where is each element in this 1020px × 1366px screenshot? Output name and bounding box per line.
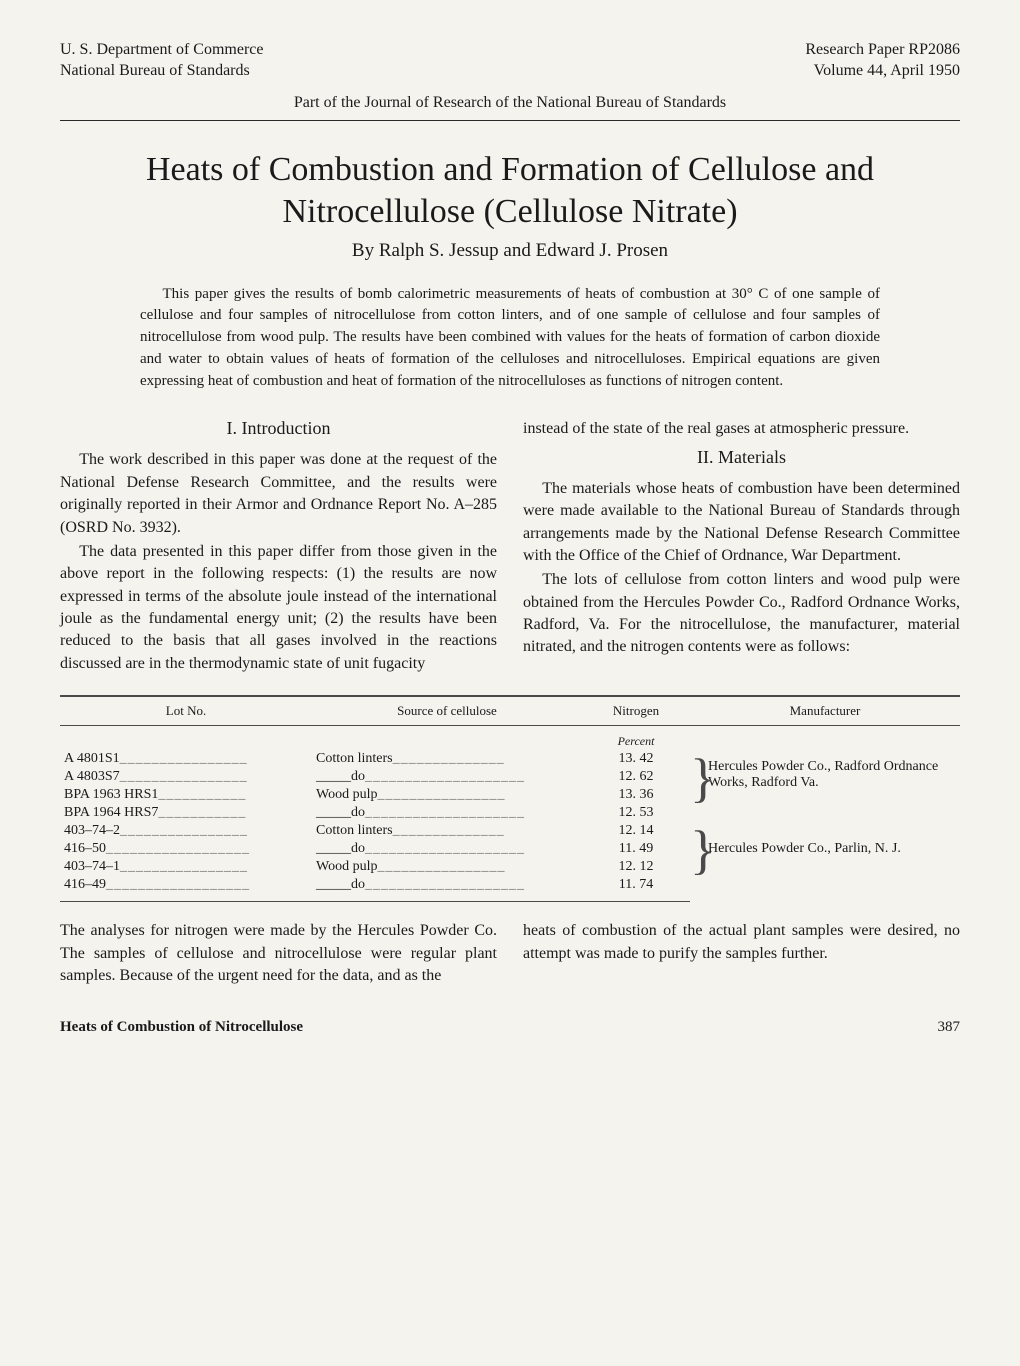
- source-cell: Cotton linters: [316, 751, 393, 766]
- leader-dots: ______________: [393, 823, 505, 838]
- leader-dots: ____________________: [365, 805, 525, 820]
- lot-number: A 4803S7: [64, 769, 120, 784]
- source-cell: _____do: [316, 841, 365, 856]
- lot-number: 416–50: [64, 841, 106, 856]
- left-column: I. Introduction The work described in th…: [60, 418, 497, 677]
- materials-body: The materials whose heats of combustion …: [523, 478, 960, 659]
- nitrogen-value: 13. 36: [582, 786, 690, 804]
- table-row: 403–74–2________________ Cotton linters_…: [60, 822, 960, 840]
- nitrogen-value: 11. 74: [582, 876, 690, 902]
- header-left: U. S. Department of Commerce National Bu…: [60, 40, 264, 82]
- nitrogen-value: 12. 14: [582, 822, 690, 840]
- abstract: This paper gives the results of bomb cal…: [140, 284, 880, 393]
- header-divider: [60, 120, 960, 121]
- lot-number: 416–49: [64, 877, 106, 892]
- source-cell: _____do: [316, 877, 365, 892]
- nitrocellulose-table: Lot No. Source of cellulose Nitrogen Man…: [60, 695, 960, 902]
- nitrogen-value: 11. 49: [582, 840, 690, 858]
- lot-number: 403–74–2: [64, 823, 120, 838]
- nitrogen-value: 12. 53: [582, 804, 690, 822]
- leader-dots: ________________: [120, 859, 248, 874]
- manufacturer-group-1: } Hercules Powder Co., Radford Ordnance …: [690, 750, 960, 822]
- lot-number: A 4801S1: [64, 751, 120, 766]
- leader-dots: ___________: [158, 805, 246, 820]
- authors: By Ralph S. Jessup and Edward J. Prosen: [60, 240, 960, 262]
- post-table-left: The analyses for nitrogen were made by t…: [60, 920, 497, 989]
- two-column-body: I. Introduction The work described in th…: [60, 418, 960, 677]
- leader-dots: __________________: [106, 877, 250, 892]
- table-body: Percent A 4801S1________________ Cotton …: [60, 726, 960, 902]
- intro-para-1: The work described in this paper was don…: [60, 449, 497, 539]
- running-head: Heats of Combustion of Nitrocellulose: [60, 1019, 303, 1036]
- paper-id: Research Paper RP2086: [805, 40, 960, 61]
- leader-dots: ____________________: [365, 841, 525, 856]
- leader-dots: ______________: [393, 751, 505, 766]
- page-number: 387: [938, 1019, 961, 1036]
- nitrogen-value: 12. 12: [582, 858, 690, 876]
- leader-dots: ________________: [377, 787, 505, 802]
- page-header: U. S. Department of Commerce National Bu…: [60, 40, 960, 82]
- source-cell: _____do: [316, 805, 365, 820]
- leader-dots: ____________________: [365, 877, 525, 892]
- header-right: Research Paper RP2086 Volume 44, April 1…: [805, 40, 960, 82]
- nitrogen-value: 12. 62: [582, 768, 690, 786]
- paper-title: Heats of Combustion and Formation of Cel…: [60, 149, 960, 234]
- col-header-nitrogen: Nitrogen: [582, 696, 690, 726]
- post-table-columns: The analyses for nitrogen were made by t…: [60, 920, 960, 989]
- intro-body: The work described in this paper was don…: [60, 449, 497, 675]
- source-cell: Wood pulp: [316, 787, 377, 802]
- col-header-lot: Lot No.: [60, 696, 312, 726]
- leader-dots: ________________: [120, 823, 248, 838]
- materials-para-2: The lots of cellulose from cotton linter…: [523, 569, 960, 659]
- post-table-right-text: heats of combustion of the actual plant …: [523, 920, 960, 965]
- journal-line: Part of the Journal of Research of the N…: [60, 94, 960, 112]
- section-materials-heading: II. Materials: [523, 447, 960, 468]
- lot-number: 403–74–1: [64, 859, 120, 874]
- table-row: Percent: [60, 726, 960, 751]
- source-cell: Wood pulp: [316, 859, 377, 874]
- leader-dots: ____________________: [365, 769, 525, 784]
- manufacturer-group-2: } Hercules Powder Co., Parlin, N. J.: [690, 822, 960, 902]
- section-intro-heading: I. Introduction: [60, 418, 497, 439]
- manufacturer-text: Hercules Powder Co., Parlin, N. J.: [694, 841, 956, 857]
- leader-dots: __________________: [106, 841, 250, 856]
- leader-dots: ________________: [120, 769, 248, 784]
- intro-continuation: instead of the state of the real gases a…: [523, 418, 960, 440]
- intro-continuation-text: instead of the state of the real gases a…: [523, 418, 960, 440]
- col-header-manufacturer: Manufacturer: [690, 696, 960, 726]
- lot-number: BPA 1963 HRS1: [64, 787, 158, 802]
- table-row: A 4801S1________________ Cotton linters_…: [60, 750, 960, 768]
- dept-line: U. S. Department of Commerce: [60, 40, 264, 61]
- post-table-right: heats of combustion of the actual plant …: [523, 920, 960, 989]
- leader-dots: ________________: [120, 751, 248, 766]
- nitrogen-value: 13. 42: [582, 750, 690, 768]
- lot-number: BPA 1964 HRS7: [64, 805, 158, 820]
- materials-para-1: The materials whose heats of combustion …: [523, 478, 960, 568]
- bureau-line: National Bureau of Standards: [60, 61, 264, 82]
- abstract-text: This paper gives the results of bomb cal…: [140, 284, 880, 393]
- source-cell: _____do: [316, 769, 365, 784]
- volume-date: Volume 44, April 1950: [805, 61, 960, 82]
- nitrogen-unit: Percent: [582, 726, 690, 751]
- right-column: instead of the state of the real gases a…: [523, 418, 960, 677]
- leader-dots: ________________: [377, 859, 505, 874]
- page-footer: Heats of Combustion of Nitrocellulose 38…: [60, 1019, 960, 1036]
- manufacturer-text: Hercules Powder Co., Radford Ordnance Wo…: [694, 759, 956, 791]
- leader-dots: ___________: [158, 787, 246, 802]
- post-table-left-text: The analyses for nitrogen were made by t…: [60, 920, 497, 987]
- source-cell: Cotton linters: [316, 823, 393, 838]
- intro-para-2: The data presented in this paper differ …: [60, 541, 497, 675]
- table-header-row: Lot No. Source of cellulose Nitrogen Man…: [60, 696, 960, 726]
- col-header-source: Source of cellulose: [312, 696, 582, 726]
